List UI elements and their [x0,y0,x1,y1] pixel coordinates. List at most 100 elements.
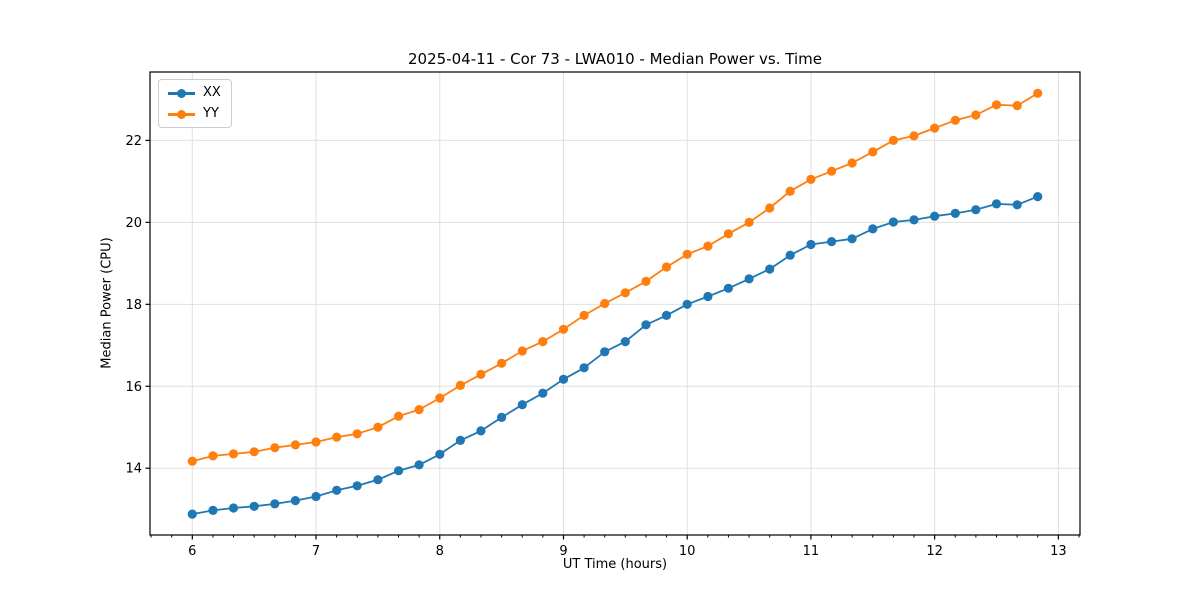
data-point-yy [661,262,672,272]
x-tick-label: 12 [926,544,943,559]
data-point-yy [332,432,342,442]
data-point-xx [744,274,754,284]
x-tick-label: 7 [312,544,320,559]
y-tick-label: 22 [125,134,142,149]
data-point-xx [311,491,321,502]
data-point-yy [723,229,734,239]
x-tick-label: 9 [559,544,567,559]
data-point-yy [455,380,465,390]
legend-label-xx: XX [203,85,221,100]
data-point-xx [435,449,445,459]
y-tick-label: 16 [125,380,142,395]
y-tick-label: 14 [125,462,142,477]
data-point-xx [455,435,465,445]
data-point-yy [352,429,362,439]
x-tick-label: 10 [679,544,696,559]
data-point-xx [661,310,672,320]
data-point-yy [600,298,610,309]
data-point-xx [579,363,589,373]
x-axis-label: UT Time (hours) [562,557,668,572]
data-point-xx [208,505,218,515]
data-point-yy [394,411,404,421]
data-point-yy [703,241,713,251]
y-tick-label: 20 [125,216,142,231]
data-point-xx [228,503,239,513]
x-tick-label: 6 [188,544,196,559]
data-point-yy [806,174,816,184]
data-point-xx [888,217,899,227]
legend-item-yy: YY [168,106,221,122]
data-point-yy [1033,88,1043,98]
series-line-xx [192,195,1039,515]
data-point-xx [827,237,837,247]
data-point-xx [497,412,507,422]
data-point-xx [558,374,569,384]
data-point-xx [806,239,816,250]
y-tick-label: 18 [125,298,142,313]
data-point-yy [765,203,775,213]
data-point-yy [208,451,218,461]
data-point-xx [517,400,527,410]
data-point-yy [641,276,651,286]
data-point-xx [909,215,919,225]
data-point-yy [497,358,507,368]
data-point-yy [888,135,899,145]
data-point-xx [373,475,383,485]
data-point-xx [270,499,280,509]
data-point-xx [332,485,342,495]
legend: XX YY [158,79,232,128]
y-axis-label: Median Power (CPU) [99,237,115,369]
legend-item-xx: XX [168,85,221,101]
data-point-yy [373,422,383,432]
data-point-yy [187,456,197,466]
data-point-yy [744,217,754,227]
data-point-xx [290,496,300,506]
series-line-yy [192,92,1039,463]
data-point-yy [950,115,960,125]
data-point-yy [538,337,548,347]
data-point-xx [847,234,857,244]
data-point-xx [600,347,610,357]
data-point-xx [187,509,197,519]
data-point-xx [538,388,548,398]
data-point-xx [641,320,651,330]
data-point-xx [765,264,775,274]
data-point-xx [249,501,259,511]
x-tick-label: 11 [803,544,820,559]
data-point-yy [868,147,878,157]
data-point-xx [785,250,795,260]
data-point-xx [1033,192,1043,202]
data-point-xx [352,481,362,491]
data-point-yy [930,123,940,133]
data-point-yy [476,369,486,379]
data-point-yy [785,186,795,196]
data-point-xx [703,291,713,302]
data-point-xx [620,337,630,347]
data-point-yy [1012,101,1022,111]
data-point-yy [414,405,424,415]
data-point-yy [290,440,300,450]
data-point-xx [950,208,960,218]
data-point-yy [558,324,569,334]
data-point-yy [579,310,589,320]
data-point-yy [909,131,919,141]
data-point-yy [971,110,981,120]
plot-border [149,71,1081,536]
data-point-xx [868,224,878,234]
chart-title: 2025-04-11 - Cor 73 - LWA010 - Median Po… [408,50,822,68]
data-point-yy [827,166,837,176]
data-point-yy [847,158,857,168]
legend-marker-xx-icon [168,88,195,98]
x-tick-label: 8 [436,544,444,559]
data-point-xx [476,426,486,436]
data-point-yy [620,288,630,298]
data-point-yy [517,346,527,356]
data-point-yy [270,443,280,453]
data-point-xx [991,199,1002,209]
data-point-xx [414,460,424,470]
legend-label-yy: YY [203,106,219,121]
data-point-yy [682,249,692,259]
data-point-xx [930,211,940,221]
